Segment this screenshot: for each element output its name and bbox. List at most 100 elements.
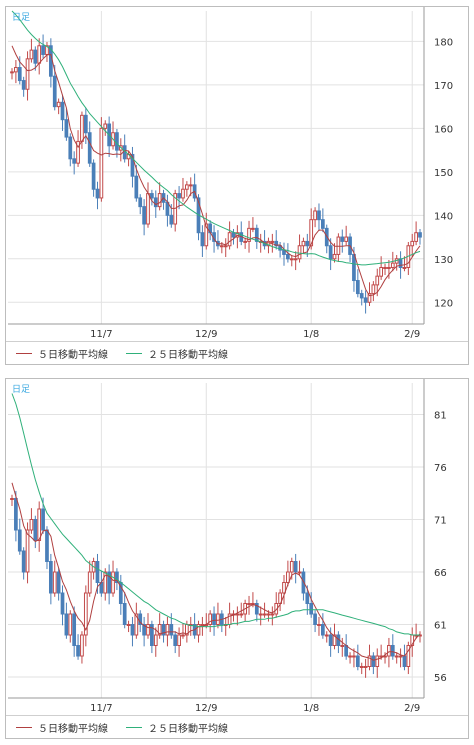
legend-top: ５日移動平均線 ２５日移動平均線: [6, 341, 468, 364]
candle-body: [21, 80, 26, 90]
candle-body: [352, 253, 356, 282]
candle-body: [200, 624, 205, 626]
candle-body: [418, 232, 422, 238]
candle-body: [239, 613, 244, 616]
candle-body: [352, 655, 356, 658]
y-tick-label: 61: [434, 621, 447, 632]
legend-ma5: ５日移動平均線: [16, 346, 108, 361]
candle-body: [340, 236, 345, 242]
candle-body: [157, 193, 162, 208]
candle-body: [52, 75, 57, 108]
candle-body: [68, 613, 73, 636]
candle-body: [313, 210, 317, 221]
ma5-swatch-icon: [16, 352, 32, 354]
candle-body: [146, 624, 150, 636]
y-tick-label: 71: [434, 516, 447, 527]
legend-ma25-label: ２５日移動平均線: [148, 349, 228, 361]
candle-body: [76, 645, 80, 657]
candle-body: [150, 624, 154, 646]
x-tick-label: 11/7: [90, 329, 112, 340]
candle-body: [184, 184, 189, 190]
candle-body: [72, 158, 77, 164]
candle-body: [282, 582, 286, 594]
candle-body: [216, 613, 220, 625]
candle-body: [95, 561, 100, 583]
candle-body: [48, 561, 53, 594]
x-tick-label: 12/9: [195, 329, 217, 340]
candle-body: [165, 624, 170, 636]
candle-body: [56, 101, 61, 108]
candle-body: [402, 655, 407, 667]
candle-body: [142, 624, 146, 636]
candle-body: [60, 592, 65, 615]
candle-body: [324, 634, 329, 637]
candle-body: [33, 519, 38, 541]
candle-body: [64, 119, 69, 138]
legend-bottom: ５日移動平均線 ２５日移動平均線: [6, 715, 468, 738]
candle-body: [289, 258, 294, 261]
candle-body: [247, 227, 251, 242]
candle-body: [344, 645, 349, 657]
candle-body: [181, 188, 185, 199]
candle-body: [196, 624, 201, 636]
candle-body: [219, 245, 224, 248]
y-tick-label: 160: [434, 124, 453, 135]
ma25-line: [11, 10, 421, 266]
candle-body: [10, 71, 14, 74]
candle-body: [10, 498, 14, 500]
candle-body: [212, 613, 216, 625]
candle-body: [270, 240, 275, 243]
candle-body: [266, 240, 271, 247]
candle-body: [21, 550, 26, 573]
ma5-swatch-icon: [16, 726, 32, 728]
candle-body: [254, 603, 259, 615]
candle-body: [99, 127, 104, 199]
candle-body: [122, 603, 127, 625]
candle-body: [14, 67, 18, 73]
candle-body: [266, 613, 271, 616]
candle-body: [320, 624, 325, 636]
candle-body: [68, 136, 73, 160]
candle-body: [367, 655, 372, 667]
candle-body: [332, 253, 337, 260]
y-tick-label: 76: [434, 463, 447, 474]
candle-body: [14, 498, 18, 531]
candle-body: [17, 529, 22, 552]
candle-body: [390, 645, 395, 657]
x-tick-label: 11/7: [90, 703, 112, 714]
candle-body: [52, 571, 57, 594]
ma25-line: [11, 393, 420, 636]
candle-body: [227, 232, 232, 247]
candle-body: [91, 162, 96, 190]
candle-body: [76, 140, 80, 164]
candle-body: [270, 613, 275, 616]
candle-body: [208, 613, 213, 625]
y-tick-label: 56: [434, 673, 447, 684]
candle-body: [64, 613, 69, 636]
candle-body: [305, 592, 310, 604]
legend-ma25: ２５日移動平均線: [126, 346, 228, 361]
candle-body: [414, 232, 418, 242]
candle-body: [371, 284, 376, 295]
candle-body: [150, 193, 154, 199]
candle-body: [313, 613, 317, 625]
candle-body: [251, 227, 255, 230]
candle-body: [305, 240, 310, 247]
candle-body: [177, 634, 181, 646]
candle-body: [126, 624, 131, 626]
y-tick-label: 66: [434, 568, 447, 579]
timeframe-label: 日足: [12, 13, 31, 23]
x-tick-label: 2/9: [404, 703, 420, 714]
candle-body: [169, 624, 174, 636]
candle-body: [115, 132, 119, 151]
candle-body: [320, 219, 325, 229]
candle-body: [328, 245, 333, 260]
candle-body: [56, 571, 61, 594]
candle-body: [29, 519, 34, 531]
candle-body: [204, 223, 209, 247]
candle-body: [247, 603, 251, 605]
candle-body: [348, 655, 352, 658]
candle-body: [153, 634, 158, 646]
candle-body: [41, 45, 45, 55]
candle-body: [146, 193, 150, 225]
